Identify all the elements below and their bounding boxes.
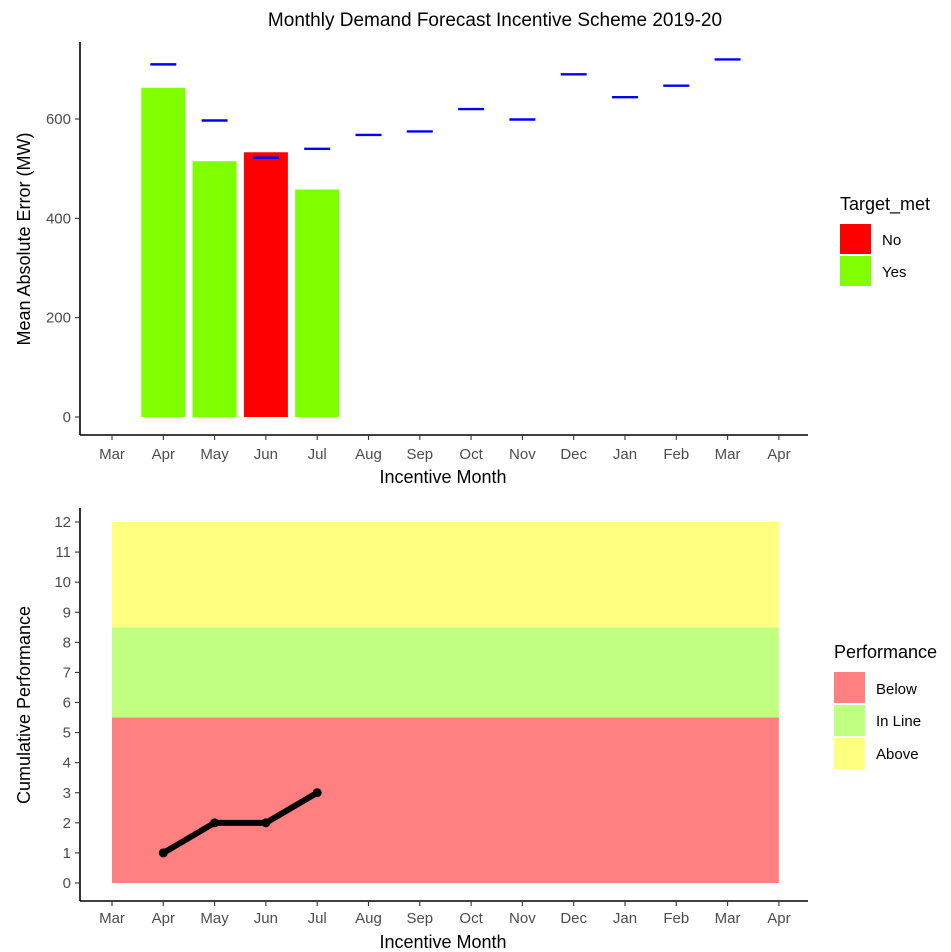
y-tick-label-200: 200 [46,310,71,327]
target-markers-layer [150,58,741,159]
y-tick-label-9: 9 [63,604,71,621]
y-tick-label-1: 1 [63,845,71,862]
x-axis-title: Incentive Month [379,467,506,487]
legend-swatch-no [840,224,871,254]
y-tick-label-5: 5 [63,725,71,742]
legend-swatch-above [834,738,865,769]
series-point-4 [312,788,322,798]
bar-jul [295,189,340,417]
x-ticks: Mar Apr May Jun Jul Aug Sep Oct Nov Dec Jan Feb Mar A… [99,901,791,927]
legend-swatch-below [834,672,865,703]
legend-label-yes: Yes [882,264,906,281]
y-tick-label-12: 12 [54,514,71,531]
legend-performance: Performance Below In Line Above [834,642,937,769]
y-tick-label-6: 6 [63,695,71,712]
series-point-3 [261,818,271,828]
x-tick-label-dec: Dec [560,446,587,463]
legend-label-no: No [882,232,901,249]
x-tick-label-feb: Feb [663,446,689,463]
line-layer [158,788,322,858]
x-tick-label-mar: Mar [715,446,741,463]
x-tick-label-jan: Jan [613,910,637,927]
bands-layer [112,522,779,883]
x-tick-label-jul: Jul [308,446,327,463]
x-tick-label-oct: Oct [459,446,483,463]
y-tick-label-400: 400 [46,210,71,227]
legend-label-below: Below [876,681,917,698]
x-tick-label-mar: Mar [715,910,741,927]
x-tick-label-jun: Jun [254,910,278,927]
x-axis-title: Incentive Month [379,932,506,952]
x-tick-label-oct: Oct [459,910,483,927]
x-tick-label-apr: Apr [152,446,175,463]
x-tick-label-nov: Nov [509,910,536,927]
band-in-line [112,627,779,718]
mae-bar-chart: 0 200 400 600 Mar Apr May Jun Jul Aug Sep Oct Nov De… [14,42,930,487]
series-point-2 [210,818,220,828]
x-tick-label-may: May [200,446,229,463]
series-line-0 [160,789,321,856]
y-axis-title: Cumulative Performance [14,606,34,804]
x-tick-label-feb: Feb [663,910,689,927]
legend-title: Performance [834,642,937,662]
y-tick-label-4: 4 [63,755,71,772]
y-tick-label-7: 7 [63,664,71,681]
x-ticks: Mar Apr May Jun Jul Aug Sep Oct Nov Dec Jan Feb Mar A… [99,435,791,463]
legend-swatch-in-line [834,705,865,736]
legend-swatch-yes [840,256,871,286]
x-tick-label-apr: Apr [152,910,175,927]
x-tick-label-may: May [200,910,229,927]
legend-label-above: Above [876,746,919,763]
y-axis-title: Mean Absolute Error (MW) [14,132,34,345]
bar-jun [243,152,288,417]
bars-layer [141,87,340,418]
x-tick-label-jan: Jan [613,446,637,463]
band-below [112,717,779,883]
x-tick-label-sep: Sep [406,446,433,463]
chart-title: Monthly Demand Forecast Incentive Scheme… [268,10,722,31]
y-tick-label-600: 600 [46,111,71,128]
x-tick-label-nov: Nov [509,446,536,463]
y-ticks: 0 200 400 600 [46,111,80,426]
x-tick-label-apr: Apr [767,446,790,463]
band-above [112,522,779,628]
bar-may [192,161,237,417]
legend-target-met: Target_met No Yes [840,194,930,286]
y-tick-label-11: 11 [55,544,71,561]
y-tick-label-0: 0 [63,409,71,426]
x-tick-label-mar: Mar [99,910,125,927]
x-tick-label-sep: Sep [406,910,433,927]
bar-apr [141,87,186,418]
y-tick-label-10: 10 [54,574,71,591]
x-tick-label-aug: Aug [355,446,382,463]
series-point-1 [158,848,168,858]
y-tick-label-2: 2 [63,815,71,832]
x-tick-label-mar: Mar [99,446,125,463]
x-tick-label-dec: Dec [560,910,587,927]
x-tick-label-aug: Aug [355,910,382,927]
y-tick-label-8: 8 [63,634,71,651]
legend-label-in-line: In Line [876,713,921,730]
y-tick-label-3: 3 [63,785,71,802]
legend-title: Target_met [840,194,930,215]
x-tick-label-apr: Apr [767,910,790,927]
x-tick-label-jun: Jun [254,446,278,463]
x-tick-label-jul: Jul [308,910,327,927]
y-tick-label-0: 0 [63,875,71,892]
